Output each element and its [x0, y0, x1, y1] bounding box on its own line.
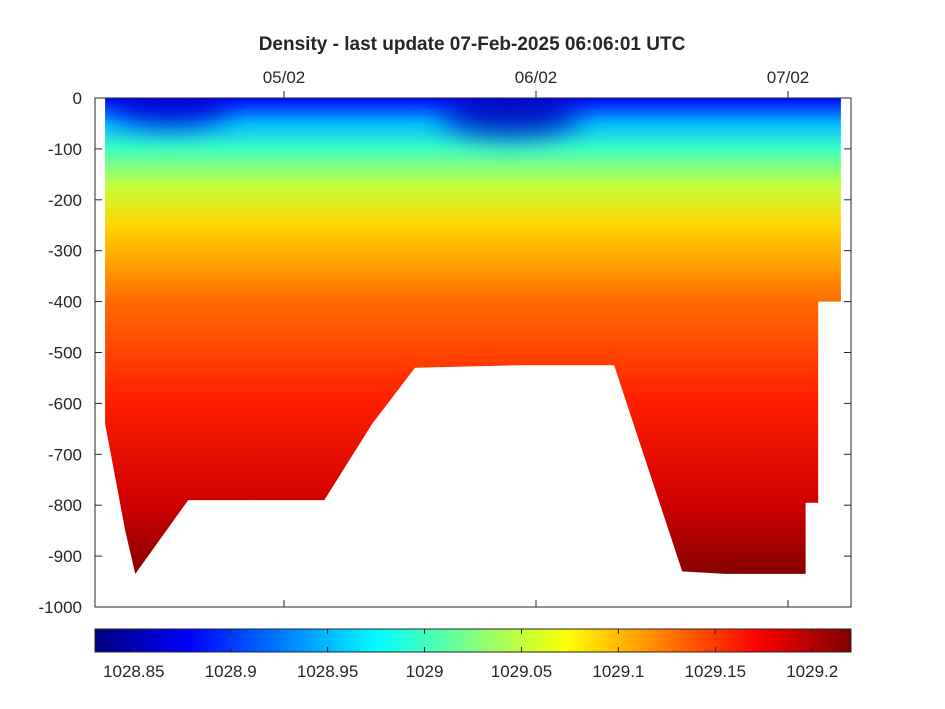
colorbar-tick-label: 1029.15: [685, 662, 746, 681]
x-axis: 05/02 06/02 07/02: [263, 68, 810, 607]
colorbar-tick-label: 1029.05: [491, 662, 552, 681]
y-tick-label: -800: [48, 496, 82, 515]
colorbar-tick-label: 1028.85: [103, 662, 164, 681]
colorbar-tick-label: 1029.2: [786, 662, 838, 681]
y-tick-label: 0: [73, 89, 82, 108]
y-axis: 0 -100 -200 -300 -400 -500 -600 -700 -800 -900 -10…: [39, 89, 851, 617]
y-tick-label: -600: [48, 394, 82, 413]
y-tick-label: -400: [48, 293, 82, 312]
colorbar-tick-label: 1029: [406, 662, 444, 681]
y-tick-label: -500: [48, 344, 82, 363]
colorbar: 1028.85 1028.9 1028.95 1029 1029.05 1029.1 102…: [94, 628, 852, 681]
y-tick-label: -1000: [39, 598, 82, 617]
density-feature: [110, 98, 231, 126]
colorbar-tick-label: 1028.9: [205, 662, 257, 681]
colorbar-tick-label: 1029.1: [592, 662, 644, 681]
y-tick-label: -300: [48, 242, 82, 261]
colorbar-tick-label: 1028.95: [297, 662, 358, 681]
density-feature: [440, 98, 581, 136]
y-tick-label: -200: [48, 191, 82, 210]
colorbar-ticks: 1028.85 1028.9 1028.95 1029 1029.05 1029.1 102…: [103, 629, 838, 681]
y-tick-label: -700: [48, 445, 82, 464]
x-tick-label: 06/02: [515, 68, 558, 87]
colorbar-bar: [94, 628, 852, 653]
y-tick-label: -100: [48, 140, 82, 159]
chart-title: Density - last update 07-Feb-2025 06:06:…: [259, 34, 686, 55]
x-tick-label: 07/02: [767, 68, 810, 87]
y-tick-label: -900: [48, 547, 82, 566]
x-tick-label: 05/02: [263, 68, 306, 87]
